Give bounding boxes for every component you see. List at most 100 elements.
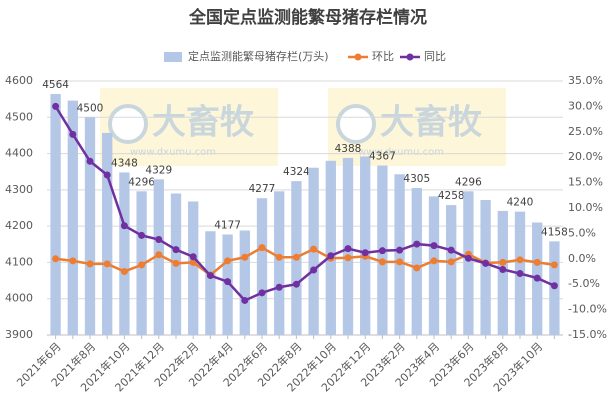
bar: [325, 160, 336, 335]
legend-marker: [354, 53, 362, 61]
line-point: [258, 244, 266, 252]
line-point: [447, 258, 455, 266]
y2-tick-label: 0.0%: [568, 252, 596, 265]
chart-title: 全国定点监测能繁母猪存栏情况: [188, 7, 427, 28]
data-label: 4296: [455, 176, 482, 188]
line-point: [52, 102, 60, 110]
y2-tick-label: 30.0%: [568, 99, 603, 112]
data-label: 4277: [249, 183, 276, 195]
data-label: 4158: [541, 226, 568, 238]
line-point: [413, 240, 421, 248]
y-tick-label: 4500: [5, 110, 33, 123]
data-label: 4324: [283, 166, 310, 178]
line-point: [533, 258, 541, 266]
watermark-text: 大畜牧: [380, 103, 483, 143]
line-point: [378, 247, 386, 255]
line-point: [482, 259, 490, 267]
bar: [274, 191, 285, 335]
watermark-url: www.dxumu.com: [358, 147, 444, 158]
data-label: 4240: [507, 197, 534, 209]
line-point: [138, 261, 146, 269]
line-point: [344, 254, 352, 262]
y-tick-label: 4400: [5, 147, 33, 160]
bar: [411, 188, 422, 335]
bar: [446, 205, 457, 335]
line-point: [69, 257, 77, 265]
line-point: [224, 278, 232, 286]
watermark-logo: [108, 104, 148, 144]
line-point: [258, 289, 266, 297]
line-point: [69, 130, 77, 138]
line-point: [172, 259, 180, 267]
y2-tick-label: -5.0%: [568, 277, 600, 290]
line-point: [52, 255, 60, 263]
y-tick-label: 4600: [5, 74, 33, 87]
data-label: 4367: [369, 151, 396, 163]
line-point: [533, 274, 541, 282]
y-tick-label: 4200: [5, 219, 33, 232]
y2-tick-label: -10.0%: [568, 303, 607, 316]
line-point: [550, 282, 558, 290]
line-point: [275, 253, 283, 261]
line-point: [516, 270, 524, 278]
line-point: [499, 258, 507, 266]
line-point: [464, 254, 472, 262]
y2-tick-label: 5.0%: [568, 226, 596, 239]
line-point: [86, 260, 94, 268]
line-point: [447, 246, 455, 254]
bar: [50, 94, 61, 335]
bar: [239, 230, 250, 335]
legend-swatch: [164, 52, 182, 62]
line-point: [103, 171, 111, 179]
data-label: 4564: [42, 79, 69, 91]
line-point: [241, 296, 249, 304]
watermark-text: 大畜牧: [152, 103, 255, 143]
watermark-logo: [336, 104, 376, 144]
data-label: 4329: [145, 164, 172, 176]
y2-tick-label: 35.0%: [568, 74, 603, 87]
line-point: [172, 246, 180, 254]
line-point: [361, 249, 369, 257]
bar: [67, 100, 78, 335]
bar: [256, 198, 268, 335]
bar: [394, 174, 405, 335]
y-tick-label: 4300: [5, 183, 33, 196]
line-point: [516, 256, 524, 264]
line-point: [292, 280, 300, 288]
line-point: [310, 245, 318, 253]
line-point: [241, 253, 249, 261]
legend: 定点监测能繁母猪存栏(万头) 环比 同比: [164, 49, 446, 63]
line-point: [155, 251, 163, 259]
line-point: [327, 252, 335, 260]
legend-label: 定点监测能繁母猪存栏(万头): [188, 49, 329, 63]
bar: [84, 117, 96, 336]
legend-label: 环比: [372, 50, 394, 63]
line-point: [189, 253, 197, 261]
line-point: [86, 157, 94, 165]
y2-tick-label: 10.0%: [568, 201, 603, 214]
line-point: [396, 246, 404, 254]
y-tick-label: 3900: [5, 328, 33, 341]
line-point: [413, 264, 421, 272]
y2-tick-label: 20.0%: [568, 150, 603, 163]
watermark-url: www.dxumu.com: [130, 147, 216, 158]
bar: [119, 172, 130, 335]
y2-tick-label: 25.0%: [568, 125, 603, 138]
y2-tick-label: 15.0%: [568, 176, 603, 189]
data-label: 4388: [335, 143, 362, 155]
y2-tick-label: -15.0%: [568, 328, 607, 341]
data-label: 4296: [128, 176, 155, 188]
legend-marker: [406, 53, 414, 61]
bar: [463, 191, 474, 335]
bar: [205, 231, 216, 335]
line-point: [430, 242, 438, 250]
line-point: [189, 258, 197, 266]
bar: [480, 200, 491, 335]
data-label: 4500: [77, 102, 104, 114]
line-point: [138, 231, 146, 239]
line-point: [396, 258, 404, 266]
legend-label: 同比: [424, 50, 446, 63]
line-point: [120, 268, 128, 275]
line-point: [206, 272, 214, 280]
